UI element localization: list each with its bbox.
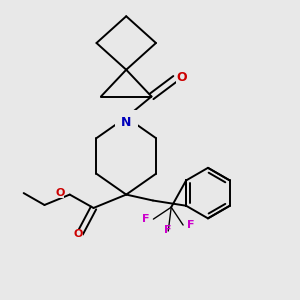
Text: N: N [121,116,131,129]
Text: O: O [176,71,187,84]
Text: F: F [164,226,172,236]
Text: O: O [74,229,83,238]
Text: F: F [187,220,194,230]
Text: O: O [55,188,64,198]
Text: F: F [142,214,150,224]
